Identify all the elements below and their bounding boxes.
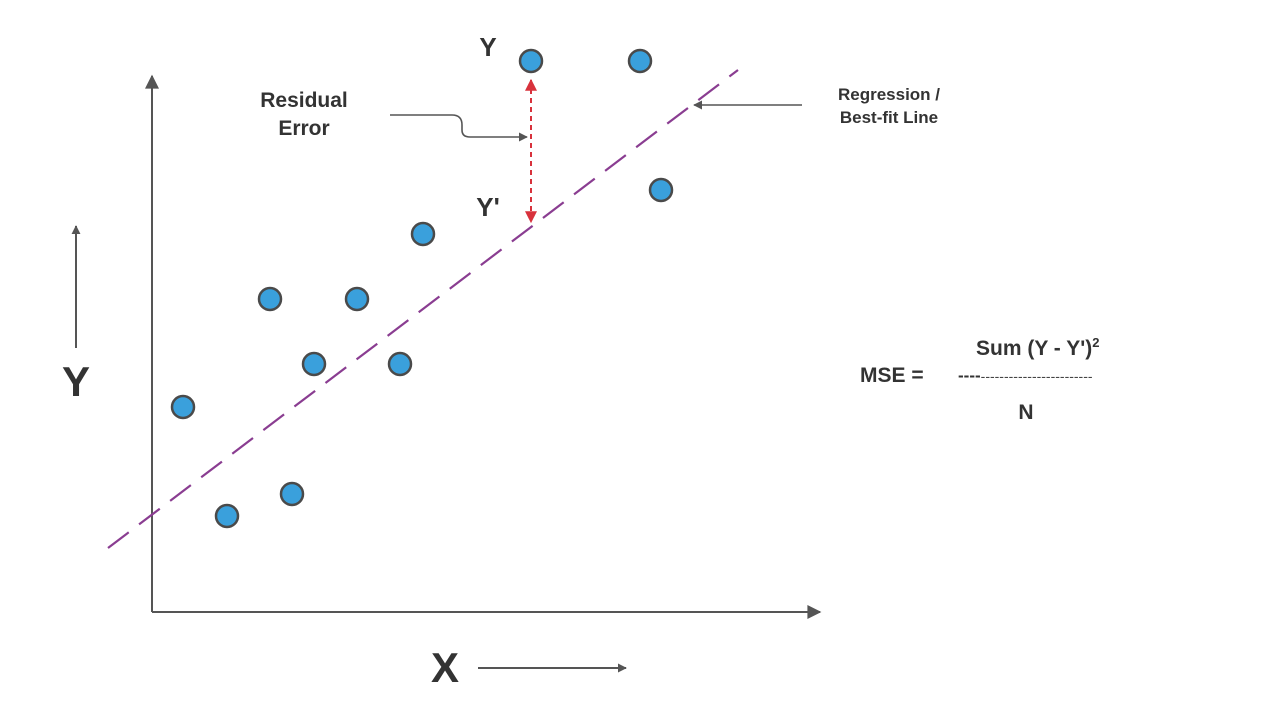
data-point [170,394,196,420]
y-axis-label: Y [62,358,90,405]
regression-label-line1: Regression / [838,85,940,104]
regression-label-line2: Best-fit Line [840,108,938,127]
mse-denominator: N [1018,401,1033,424]
data-point [410,221,436,247]
residual-error-label-line1: Residual [260,89,348,112]
y-actual-label: Y [479,32,496,62]
data-point [257,286,283,312]
mse-lhs: MSE = [860,364,924,387]
data-point [279,481,305,507]
data-points [170,48,674,529]
residual-error-label-line2: Error [278,117,329,140]
data-point [518,48,544,74]
data-point [344,286,370,312]
data-point [648,177,674,203]
data-point [301,351,327,377]
mse-bar-bold: ---- [958,366,981,385]
residual-pointer-arrow [390,114,528,142]
mse-numerator-text: Sum (Y - Y') [976,337,1092,360]
data-point [214,503,240,529]
data-point [387,351,413,377]
x-axis-label: X [431,644,459,691]
data-point [627,48,653,74]
mse-numerator: Sum (Y - Y')2 [976,335,1099,360]
mse-formula: MSE = Sum (Y - Y')2 --------------------… [860,335,1099,424]
y-predicted-label: Y' [476,192,500,222]
mse-bar-rest: ------------------------ [981,368,1093,384]
regression-line [107,69,739,549]
mse-fraction-bar: ---------------------------- [958,366,1093,385]
mse-exponent: 2 [1092,335,1099,350]
